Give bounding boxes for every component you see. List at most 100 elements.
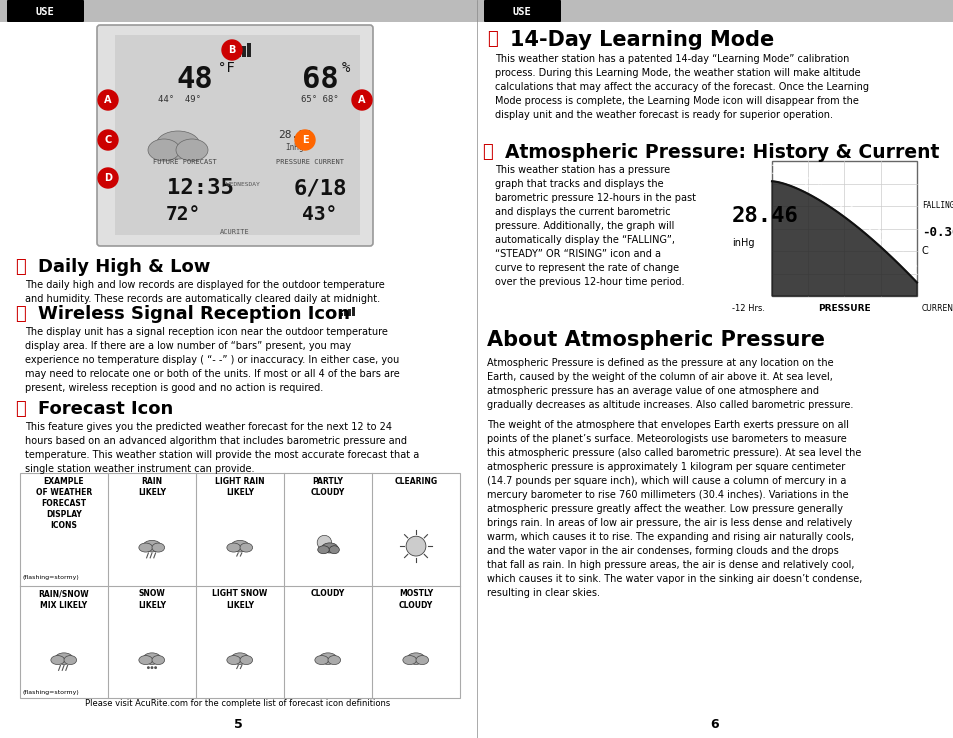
Ellipse shape (328, 655, 340, 664)
Text: D: D (104, 173, 112, 183)
Text: 5: 5 (233, 717, 242, 731)
Bar (0, 0, 476, 22)
Ellipse shape (143, 653, 161, 664)
Polygon shape (771, 182, 916, 296)
Ellipse shape (152, 543, 165, 552)
Ellipse shape (240, 543, 253, 552)
Text: CLEARING: CLEARING (394, 477, 437, 486)
Text: RAIN/SNOW
MIX LIKELY: RAIN/SNOW MIX LIKELY (39, 590, 90, 610)
Ellipse shape (407, 653, 424, 664)
Text: °F: °F (218, 61, 234, 75)
Circle shape (316, 535, 332, 550)
Text: LIGHT RAIN
LIKELY: LIGHT RAIN LIKELY (215, 477, 265, 497)
Bar (20, 473, 459, 698)
Ellipse shape (156, 131, 200, 159)
Text: 72°: 72° (165, 205, 200, 224)
FancyBboxPatch shape (483, 0, 560, 22)
Text: The display unit has a signal reception icon near the outdoor temperature
displa: The display unit has a signal reception … (25, 327, 399, 393)
Text: MOSTLY
CLOUDY: MOSTLY CLOUDY (398, 590, 433, 610)
Ellipse shape (175, 139, 208, 161)
Text: Forecast Icon: Forecast Icon (38, 400, 173, 418)
Bar (771, 161, 916, 296)
Text: FUTURE FORECAST: FUTURE FORECAST (153, 159, 216, 165)
Ellipse shape (55, 653, 73, 664)
Ellipse shape (148, 139, 180, 161)
Text: 68: 68 (301, 66, 338, 94)
Bar (247, 43, 251, 57)
Circle shape (98, 130, 118, 150)
Circle shape (294, 130, 314, 150)
Bar (115, 35, 359, 235)
Ellipse shape (143, 540, 161, 552)
Ellipse shape (227, 655, 240, 664)
Text: Daily High & Low: Daily High & Low (38, 258, 211, 276)
Text: PARTLY
CLOUDY: PARTLY CLOUDY (311, 477, 345, 497)
Text: 43°: 43° (302, 205, 337, 224)
Circle shape (406, 537, 425, 556)
Text: 6/18: 6/18 (293, 178, 346, 198)
Ellipse shape (231, 653, 249, 664)
Text: Atmospheric Pressure is defined as the pressure at any location on the
Earth, ca: Atmospheric Pressure is defined as the p… (486, 358, 853, 410)
Bar (344, 311, 347, 316)
Text: Ⓐ: Ⓐ (15, 258, 26, 276)
Text: WEDNESDAY: WEDNESDAY (226, 182, 259, 187)
Ellipse shape (152, 655, 165, 664)
Text: PRESSURE CURRENT: PRESSURE CURRENT (275, 159, 344, 165)
Text: PRESSURE: PRESSURE (818, 304, 870, 313)
Text: 44°  49°: 44° 49° (158, 95, 201, 105)
Circle shape (222, 40, 242, 60)
Ellipse shape (64, 655, 76, 664)
Text: ⓓ: ⓓ (486, 30, 497, 48)
Text: 14-Day Learning Mode: 14-Day Learning Mode (510, 30, 774, 50)
FancyBboxPatch shape (7, 0, 84, 22)
Circle shape (98, 168, 118, 188)
Ellipse shape (314, 655, 328, 664)
Text: CURRENT: CURRENT (921, 304, 953, 313)
Circle shape (151, 666, 153, 669)
Text: About Atmospheric Pressure: About Atmospheric Pressure (486, 330, 824, 350)
Text: B: B (228, 45, 235, 55)
Text: 28.46: 28.46 (731, 206, 798, 226)
Text: Ⓒ: Ⓒ (15, 400, 26, 418)
Text: This feature gives you the predicted weather forecast for the next 12 to 24
hour: This feature gives you the predicted wea… (25, 422, 418, 474)
Bar (232, 52, 235, 57)
Bar (348, 309, 351, 316)
Ellipse shape (240, 655, 253, 664)
Text: ACURITE: ACURITE (220, 229, 250, 235)
Circle shape (154, 666, 157, 669)
Text: SNOW
LIKELY: SNOW LIKELY (138, 590, 166, 610)
Ellipse shape (402, 655, 416, 664)
Circle shape (352, 90, 372, 110)
Text: %: % (341, 61, 350, 75)
Text: Atmospheric Pressure: History & Current: Atmospheric Pressure: History & Current (504, 143, 939, 162)
Text: EXAMPLE
OF WEATHER
FORECAST
DISPLAY
ICONS: EXAMPLE OF WEATHER FORECAST DISPLAY ICON… (36, 477, 92, 531)
Bar (476, 0, 953, 22)
Text: Wireless Signal Reception Icon: Wireless Signal Reception Icon (38, 305, 350, 323)
Text: (flashing=stormy): (flashing=stormy) (23, 690, 80, 695)
Text: FALLING: FALLING (921, 201, 953, 210)
Ellipse shape (227, 543, 240, 552)
FancyBboxPatch shape (97, 25, 373, 246)
Text: 28.99: 28.99 (278, 130, 312, 140)
Text: USE: USE (35, 7, 54, 17)
Text: -12 Hrs.: -12 Hrs. (731, 304, 764, 313)
Text: The daily high and low records are displayed for the outdoor temperature
and hum: The daily high and low records are displ… (25, 280, 384, 304)
Text: 12:35: 12:35 (167, 178, 233, 198)
Text: RAIN
LIKELY: RAIN LIKELY (138, 477, 166, 497)
Text: 48: 48 (176, 66, 213, 94)
Ellipse shape (139, 543, 152, 552)
Text: CLOUDY: CLOUDY (311, 590, 345, 599)
Text: USE: USE (512, 7, 531, 17)
Text: 6: 6 (710, 717, 719, 731)
Text: inHg: inHg (731, 238, 754, 248)
Circle shape (98, 90, 118, 110)
Ellipse shape (321, 543, 337, 553)
Bar (339, 313, 343, 316)
Text: InHg: InHg (286, 142, 304, 151)
Text: This weather station has a patented 14-day “Learning Mode” calibration
process. : This weather station has a patented 14-d… (495, 54, 868, 120)
Ellipse shape (51, 655, 65, 664)
Text: The weight of the atmosphere that envelopes Earth exerts pressure on all
points : The weight of the atmosphere that envelo… (486, 420, 862, 598)
Text: LIGHT SNOW
LIKELY: LIGHT SNOW LIKELY (213, 590, 268, 610)
Ellipse shape (317, 546, 329, 554)
Text: This weather station has a pressure
graph that tracks and displays the
barometri: This weather station has a pressure grap… (495, 165, 696, 287)
